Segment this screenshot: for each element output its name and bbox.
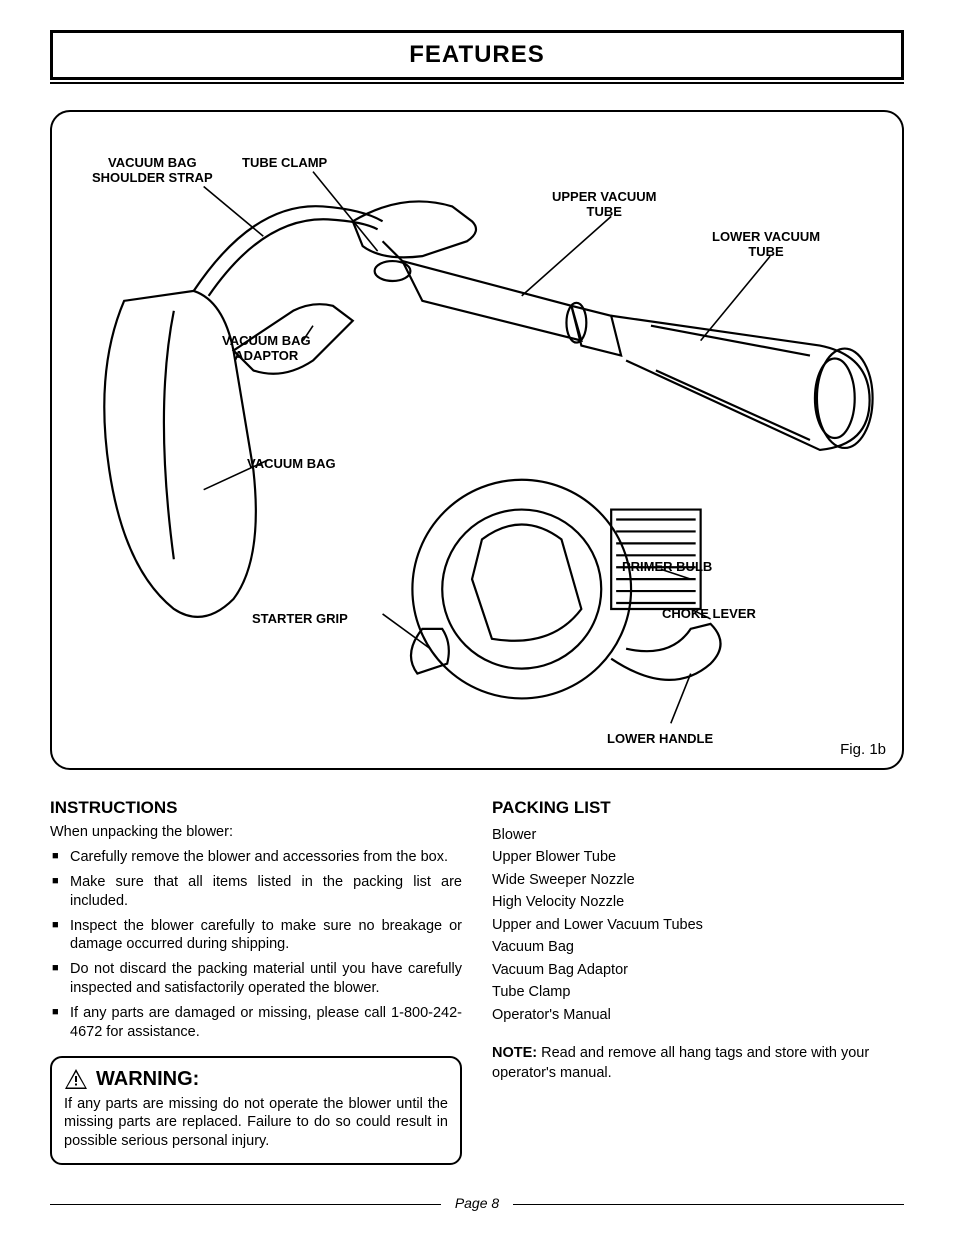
- callout-lower-vacuum-tube: LOWER VACUUM TUBE: [712, 230, 820, 260]
- warning-body: If any parts are missing do not operate …: [64, 1095, 448, 1152]
- callout-tube-clamp: TUBE CLAMP: [242, 156, 327, 171]
- warning-label: WARNING:: [96, 1068, 199, 1091]
- packing-list: Blower Upper Blower Tube Wide Sweeper No…: [492, 824, 904, 1026]
- packing-item: High Velocity Nozzle: [492, 891, 904, 913]
- instructions-heading: INSTRUCTIONS: [50, 798, 462, 818]
- packing-item: Tube Clamp: [492, 981, 904, 1003]
- instructions-intro: When unpacking the blower:: [50, 824, 462, 840]
- callout-primer-bulb: PRIMER BULB: [622, 560, 712, 575]
- callout-vacuum-bag: VACUUM BAG: [247, 457, 336, 472]
- instructions-list: Carefully remove the blower and accessor…: [50, 848, 462, 1042]
- warning-header: WARNING:: [64, 1068, 448, 1091]
- packing-item: Operator's Manual: [492, 1004, 904, 1026]
- figure-label: Fig. 1b: [840, 741, 886, 758]
- section-header: FEATURES: [50, 30, 904, 80]
- features-diagram: VACUUM BAG SHOULDER STRAP TUBE CLAMP UPP…: [50, 110, 904, 770]
- page-number: Page 8: [441, 1195, 513, 1211]
- packing-item: Vacuum Bag: [492, 936, 904, 958]
- warning-box: WARNING: If any parts are missing do not…: [50, 1056, 462, 1166]
- packing-heading: PACKING LIST: [492, 798, 904, 818]
- packing-item: Blower: [492, 824, 904, 846]
- body-columns: INSTRUCTIONS When unpacking the blower: …: [50, 798, 904, 1165]
- packing-item: Wide Sweeper Nozzle: [492, 869, 904, 891]
- note-label: NOTE:: [492, 1045, 537, 1061]
- instruction-item: If any parts are damaged or missing, ple…: [50, 1004, 462, 1042]
- instruction-item: Carefully remove the blower and accessor…: [50, 848, 462, 867]
- note-body: Read and remove all hang tags and store …: [492, 1045, 869, 1081]
- diagram-svg: [52, 112, 902, 768]
- right-column: PACKING LIST Blower Upper Blower Tube Wi…: [492, 798, 904, 1165]
- page-footer: Page 8: [50, 1195, 904, 1213]
- callout-choke-lever: CHOKE LEVER: [662, 607, 756, 622]
- packing-item: Upper and Lower Vacuum Tubes: [492, 914, 904, 936]
- callout-vacuum-bag-adaptor: VACUUM BAG ADAPTOR: [222, 334, 311, 364]
- section-title: FEATURES: [53, 41, 901, 69]
- header-rule: [50, 82, 904, 84]
- instruction-item: Inspect the blower carefully to make sur…: [50, 917, 462, 955]
- packing-item: Upper Blower Tube: [492, 846, 904, 868]
- callout-upper-vacuum-tube: UPPER VACUUM TUBE: [552, 190, 657, 220]
- callout-lower-handle: LOWER HANDLE: [607, 732, 713, 747]
- packing-item: Vacuum Bag Adaptor: [492, 959, 904, 981]
- left-column: INSTRUCTIONS When unpacking the blower: …: [50, 798, 462, 1165]
- warning-icon: [64, 1068, 88, 1090]
- callout-starter-grip: STARTER GRIP: [252, 612, 348, 627]
- instruction-item: Do not discard the packing material unti…: [50, 960, 462, 998]
- instruction-item: Make sure that all items listed in the p…: [50, 873, 462, 911]
- note-text: NOTE: Read and remove all hang tags and …: [492, 1044, 904, 1083]
- callout-vacuum-bag-shoulder-strap: VACUUM BAG SHOULDER STRAP: [92, 156, 213, 186]
